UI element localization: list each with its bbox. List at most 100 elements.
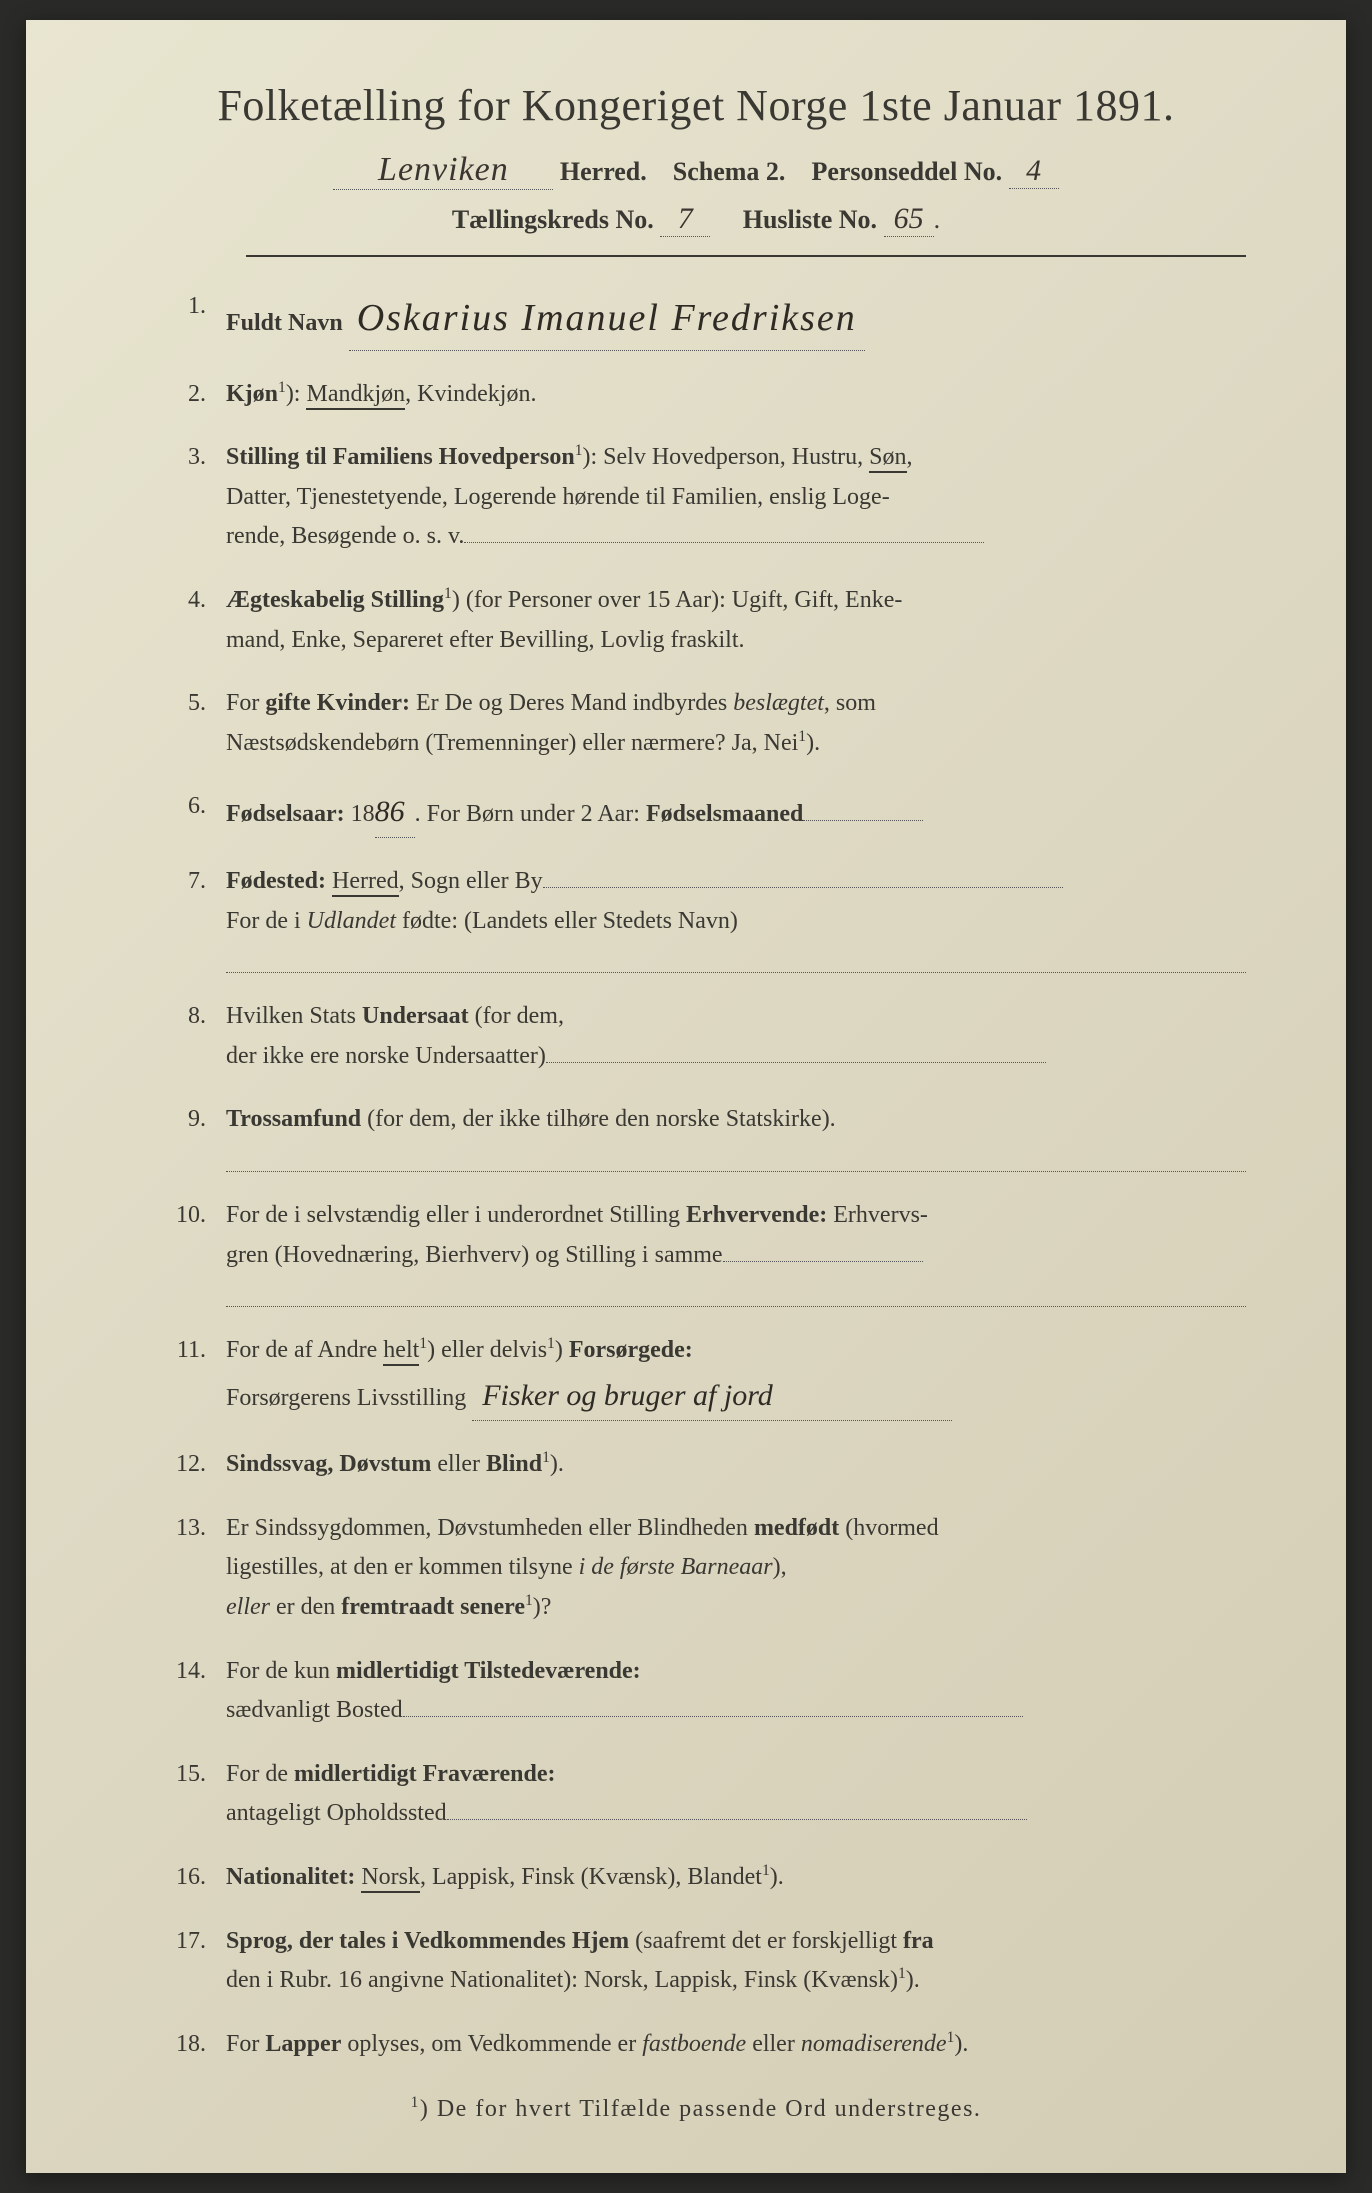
text: ): [555, 1337, 569, 1363]
item-content: For de kun midlertidigt Tilstedeværende:…: [226, 1652, 1246, 1731]
dotted-fill: [546, 1062, 1046, 1063]
item-18: 18. For Lapper oplyses, om Vedkommende e…: [166, 2025, 1246, 2065]
taellingskreds-label: Tællingskreds No.: [452, 205, 654, 234]
footnote-sup: 1: [411, 2094, 420, 2111]
mid2: eller: [746, 2031, 801, 2057]
sup1: 1: [419, 1335, 427, 1352]
mid: ) eller delvis: [427, 1337, 547, 1363]
item-content: Nationalitet: Norsk, Lappisk, Finsk (Kvæ…: [226, 1858, 1246, 1898]
item-number: 2.: [166, 375, 226, 415]
label2: Blind: [486, 1451, 542, 1477]
item-content: For de midlertidigt Fraværende: antageli…: [226, 1755, 1246, 1834]
dotted-fill: [403, 1716, 1023, 1717]
item-content: For de af Andre helt1) eller delvis1) Fo…: [226, 1331, 1246, 1421]
text: (hvormed: [839, 1515, 938, 1541]
taellingskreds-value: 7: [660, 202, 710, 237]
item-number: 14.: [166, 1652, 226, 1731]
cont-label: Forsørgerens Livsstilling: [226, 1385, 466, 1411]
continuation1: Datter, Tjenestetyende, Logerende hørend…: [226, 484, 890, 510]
end: ).: [906, 1967, 920, 1993]
item-6: 6. Fødselsaar: 1886. For Børn under 2 Aa…: [166, 787, 1246, 838]
item-content: Ægteskabelig Stilling1) (for Personer ov…: [226, 581, 1246, 660]
text: Erhvervs-: [827, 1202, 928, 1228]
dotted-fill: [723, 1261, 923, 1262]
item-number: 15.: [166, 1755, 226, 1834]
personseddel-label: Personseddel No.: [811, 157, 1002, 186]
dotted-fill-line: [226, 949, 1246, 973]
prefix: For de i selvstændig eller i underordnet…: [226, 1202, 686, 1228]
c2-bold: fremtraadt senere: [341, 1594, 525, 1620]
cont-prefix: For de i: [226, 908, 307, 934]
sup2: 1: [547, 1335, 555, 1352]
item-content: Stilling til Familiens Hovedperson1): Se…: [226, 438, 1246, 557]
footnote-text: ) De for hvert Tilfælde passende Ord und…: [420, 2096, 982, 2122]
sup: 1: [798, 728, 806, 745]
continuation: Næstsødskendebørn (Tremenninger) eller n…: [226, 730, 798, 756]
text2: , som: [824, 690, 876, 716]
item-content: For gifte Kvinder: Er De og Deres Mand i…: [226, 684, 1246, 763]
dotted-fill-line: [226, 1283, 1246, 1307]
sup: 1: [278, 379, 286, 396]
label: midlertidigt Fraværende:: [294, 1761, 556, 1787]
item-14: 14. For de kun midlertidigt Tilstedevære…: [166, 1652, 1246, 1731]
label: midlertidigt Tilstedeværende:: [336, 1658, 641, 1684]
item-content: For Lapper oplyses, om Vedkommende er fa…: [226, 2025, 1246, 2065]
item-content: Sprog, der tales i Vedkommendes Hjem (sa…: [226, 1922, 1246, 2001]
item-4: 4. Ægteskabelig Stilling1) (for Personer…: [166, 581, 1246, 660]
herred-value: Lenviken: [333, 151, 553, 190]
label: Forsørgede:: [569, 1337, 693, 1363]
item-content: Hvilken Stats Undersaat (for dem, der ik…: [226, 997, 1246, 1076]
item-12: 12. Sindssvag, Døvstum eller Blind1).: [166, 1445, 1246, 1485]
label: Fuldt Navn: [226, 310, 343, 336]
husliste-label: Husliste No.: [743, 205, 877, 234]
item-8: 8. Hvilken Stats Undersaat (for dem, der…: [166, 997, 1246, 1076]
italic2: nomadiserende: [801, 2031, 947, 2057]
sex-selected: Mandkjøn: [306, 381, 405, 410]
page-title: Folketælling for Kongeriget Norge 1ste J…: [146, 80, 1246, 131]
label: Fødested:: [226, 868, 326, 894]
item-3: 3. Stilling til Familiens Hovedperson1):…: [166, 438, 1246, 557]
sup: 1: [542, 1449, 550, 1466]
item-10: 10. For de i selvstændig eller i underor…: [166, 1196, 1246, 1307]
text: (for dem,: [469, 1003, 564, 1029]
dotted-fill-line: [226, 1148, 1246, 1172]
item-number: 11.: [166, 1331, 226, 1421]
dotted-fill: [447, 1819, 1027, 1820]
c1-italic: i de første Barneaar: [579, 1554, 773, 1580]
label: Nationalitet:: [226, 1864, 355, 1890]
sup: 1: [898, 1965, 906, 1982]
end: ).: [550, 1451, 564, 1477]
item-number: 8.: [166, 997, 226, 1076]
dotted-fill: [464, 542, 984, 543]
item-17: 17. Sprog, der tales i Vedkommendes Hjem…: [166, 1922, 1246, 2001]
text: (saafremt det er forskjelligt: [629, 1928, 903, 1954]
divider: [246, 255, 1246, 257]
text: 18: [345, 801, 375, 827]
sup: 1: [762, 1862, 770, 1879]
prefix: For de af Andre: [226, 1337, 383, 1363]
end: ).: [954, 2031, 968, 2057]
items-list: 1. Fuldt Navn Oskarius Imanuel Fredrikse…: [166, 287, 1246, 2064]
full-name-value: Oskarius Imanuel Fredriksen: [349, 287, 865, 351]
prefix: For: [226, 690, 265, 716]
schema-label: Schema 2.: [673, 157, 786, 186]
item-number: 1.: [166, 287, 226, 351]
item-content: Er Sindssygdommen, Døvstumheden eller Bl…: [226, 1509, 1246, 1628]
personseddel-value: 4: [1009, 154, 1059, 189]
italic1: fastboende: [642, 2031, 746, 2057]
text: ) (for Personer over 15 Aar): Ugift, Gif…: [452, 587, 903, 613]
label: Undersaat: [362, 1003, 469, 1029]
cont-rest: fødte: (Landets eller Stedets Navn): [396, 908, 738, 934]
c2-italic: eller: [226, 1594, 270, 1620]
header-line-2: Tællingskreds No. 7 Husliste No. 65.: [146, 202, 1246, 237]
header-line-1: Lenviken Herred. Schema 2. Personseddel …: [146, 151, 1246, 190]
text: , Sogn eller By: [399, 868, 543, 894]
continuation: mand, Enke, Separeret efter Bevilling, L…: [226, 627, 745, 653]
item-9: 9. Trossamfund (for dem, der ikke tilhør…: [166, 1100, 1246, 1172]
item-number: 18.: [166, 2025, 226, 2065]
c2-sup: 1: [525, 1592, 533, 1609]
end: ).: [770, 1864, 784, 1890]
sup: 1: [575, 442, 583, 459]
label2: fra: [903, 1928, 934, 1954]
prefix: Hvilken Stats: [226, 1003, 362, 1029]
